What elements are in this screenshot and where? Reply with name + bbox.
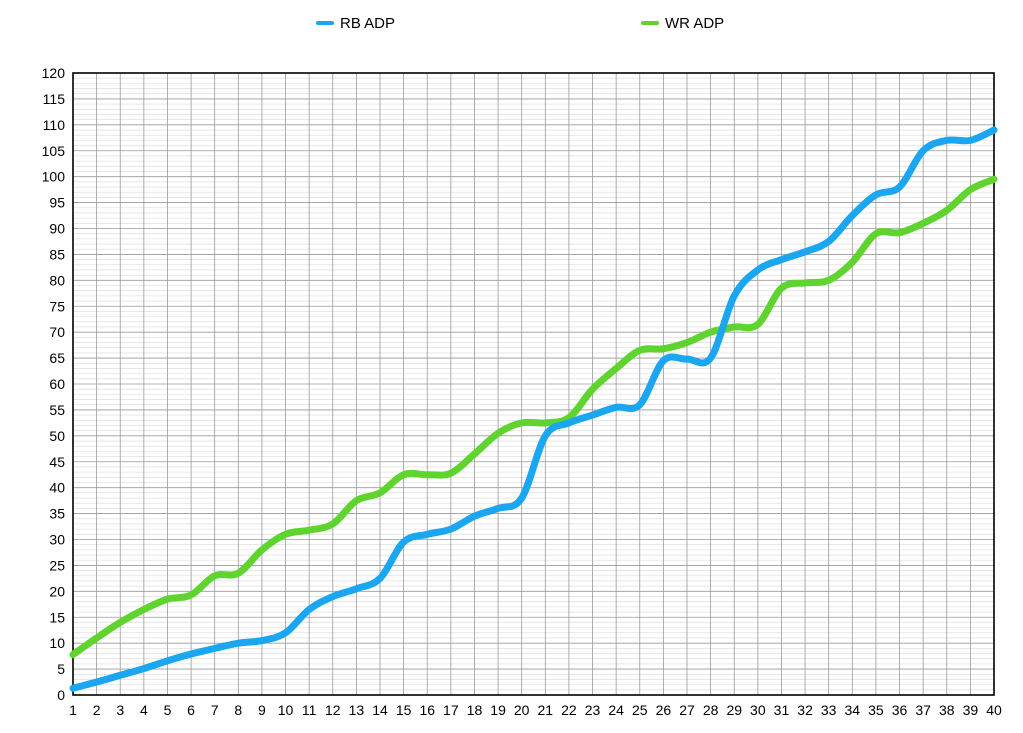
x-tick-label: 21: [538, 702, 554, 718]
y-tick-label: 15: [49, 609, 65, 625]
x-tick-label: 40: [986, 702, 1002, 718]
x-tick-label: 22: [561, 702, 577, 718]
x-tick-label: 26: [656, 702, 672, 718]
y-tick-label: 115: [43, 91, 66, 107]
x-tick-label: 25: [632, 702, 648, 718]
x-tick-label: 16: [419, 702, 435, 718]
y-tick-label: 0: [57, 687, 65, 703]
x-tick-label: 39: [963, 702, 979, 718]
y-tick-label: 30: [49, 532, 65, 548]
x-tick-label: 28: [703, 702, 719, 718]
x-tick-label: 24: [608, 702, 624, 718]
y-tick-label: 60: [49, 376, 65, 392]
x-tick-label: 1: [69, 702, 77, 718]
y-tick-label: 110: [43, 117, 66, 133]
y-tick-label: 75: [49, 298, 65, 314]
y-tick-label: 50: [49, 428, 65, 444]
x-tick-label: 33: [821, 702, 837, 718]
legend-label: RB ADP: [340, 15, 395, 32]
plot-frame: [72, 72, 995, 696]
x-tick-label: 38: [939, 702, 955, 718]
x-tick-label: 36: [892, 702, 908, 718]
x-tick-label: 14: [372, 702, 388, 718]
x-tick-label: 20: [514, 702, 530, 718]
legend-item-rb-adp: RB ADP: [316, 15, 395, 32]
x-tick-label: 6: [187, 702, 195, 718]
y-tick-label: 120: [42, 65, 66, 81]
y-tick-label: 95: [49, 195, 65, 211]
x-tick-label: 7: [211, 702, 219, 718]
y-tick-label: 25: [49, 557, 65, 573]
x-tick-label: 4: [140, 702, 148, 718]
x-tick-label: 11: [302, 702, 317, 718]
x-tick-label: 9: [258, 702, 266, 718]
x-tick-label: 35: [868, 702, 884, 718]
x-tick-label: 18: [467, 702, 483, 718]
y-tick-label: 45: [49, 454, 65, 470]
y-tick-label: 70: [49, 324, 65, 340]
y-tick-label: 105: [42, 143, 66, 159]
x-tick-label: 3: [116, 702, 124, 718]
series-line-wr-adp: [69, 175, 998, 659]
x-tick-label: 10: [278, 702, 294, 718]
y-tick-label: 40: [49, 480, 65, 496]
legend-label: WR ADP: [665, 15, 724, 32]
x-tick-label: 23: [585, 702, 601, 718]
x-tick-label: 29: [726, 702, 742, 718]
x-tick-label: 27: [679, 702, 695, 718]
x-tick-label: 31: [774, 702, 790, 718]
x-tick-label: 30: [750, 702, 766, 718]
y-tick-label: 35: [49, 506, 65, 522]
x-tick-label: 12: [325, 702, 341, 718]
y-tick-label: 55: [49, 402, 65, 418]
x-tick-label: 2: [93, 702, 101, 718]
y-tick-label: 90: [49, 221, 65, 237]
x-tick-label: 15: [396, 702, 412, 718]
x-tick-label: 34: [845, 702, 861, 718]
y-tick-label: 100: [42, 169, 66, 185]
y-tick-label: 65: [49, 350, 65, 366]
x-tick-label: 32: [797, 702, 813, 718]
x-tick-label: 8: [234, 702, 242, 718]
x-tick-label: 37: [915, 702, 931, 718]
y-tick-label: 10: [49, 635, 65, 651]
legend-item-wr-adp: WR ADP: [641, 15, 724, 32]
y-tick-label: 80: [49, 272, 65, 288]
x-tick-label: 5: [164, 702, 172, 718]
x-tick-label: 19: [490, 702, 506, 718]
x-tick-label: 13: [349, 702, 365, 718]
series-line-rb-adp: [69, 126, 998, 692]
y-tick-label: 5: [57, 661, 65, 677]
y-tick-label: 85: [49, 246, 65, 262]
x-tick-label: 17: [443, 702, 459, 718]
y-tick-label: 20: [49, 583, 65, 599]
